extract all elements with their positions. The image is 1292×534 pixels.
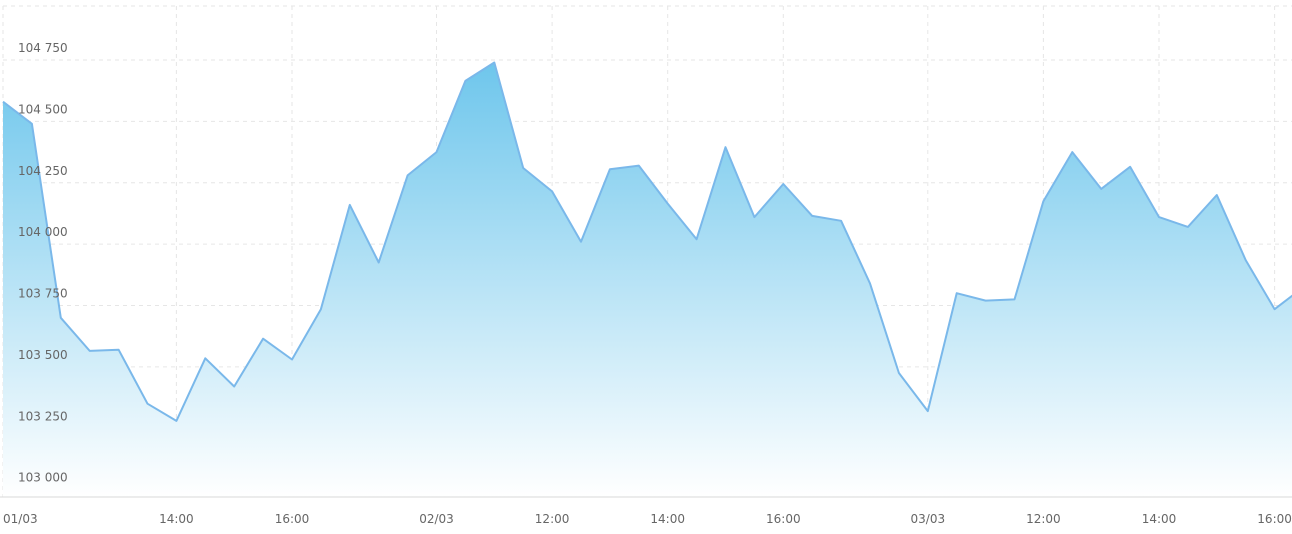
y-tick-label: 103 000	[18, 471, 68, 485]
area-layer	[2, 61, 1292, 497]
x-tick-label: 16:00	[275, 512, 310, 526]
x-tick-label: 14:00	[159, 512, 194, 526]
x-tick-label: 14:00	[1142, 512, 1177, 526]
tick-labels: 103 000 103 250 103 500 103 750 104 000 104 2…	[3, 41, 1292, 526]
y-tick-label: 103 750	[18, 287, 68, 301]
y-tick-label: 103 250	[18, 409, 68, 423]
x-tick-label: 02/03	[419, 512, 454, 526]
y-tick-label: 103 500	[18, 348, 68, 362]
x-tick-label: 14:00	[650, 512, 685, 526]
x-tick-label: 01/03	[3, 512, 38, 526]
y-tick-label: 104 500	[18, 102, 68, 116]
y-tick-label: 104 250	[18, 164, 68, 178]
x-tick-label: 03/03	[911, 512, 946, 526]
series-area-fill	[3, 62, 1292, 497]
y-tick-label: 104 000	[18, 225, 68, 239]
series-line	[2, 61, 1292, 422]
x-tick-label: 12:00	[535, 512, 570, 526]
x-tick-label: 12:00	[1026, 512, 1061, 526]
y-tick-label: 104 750	[18, 41, 68, 55]
x-tick-label: 16:00	[1257, 512, 1292, 526]
x-tick-label: 16:00	[766, 512, 801, 526]
